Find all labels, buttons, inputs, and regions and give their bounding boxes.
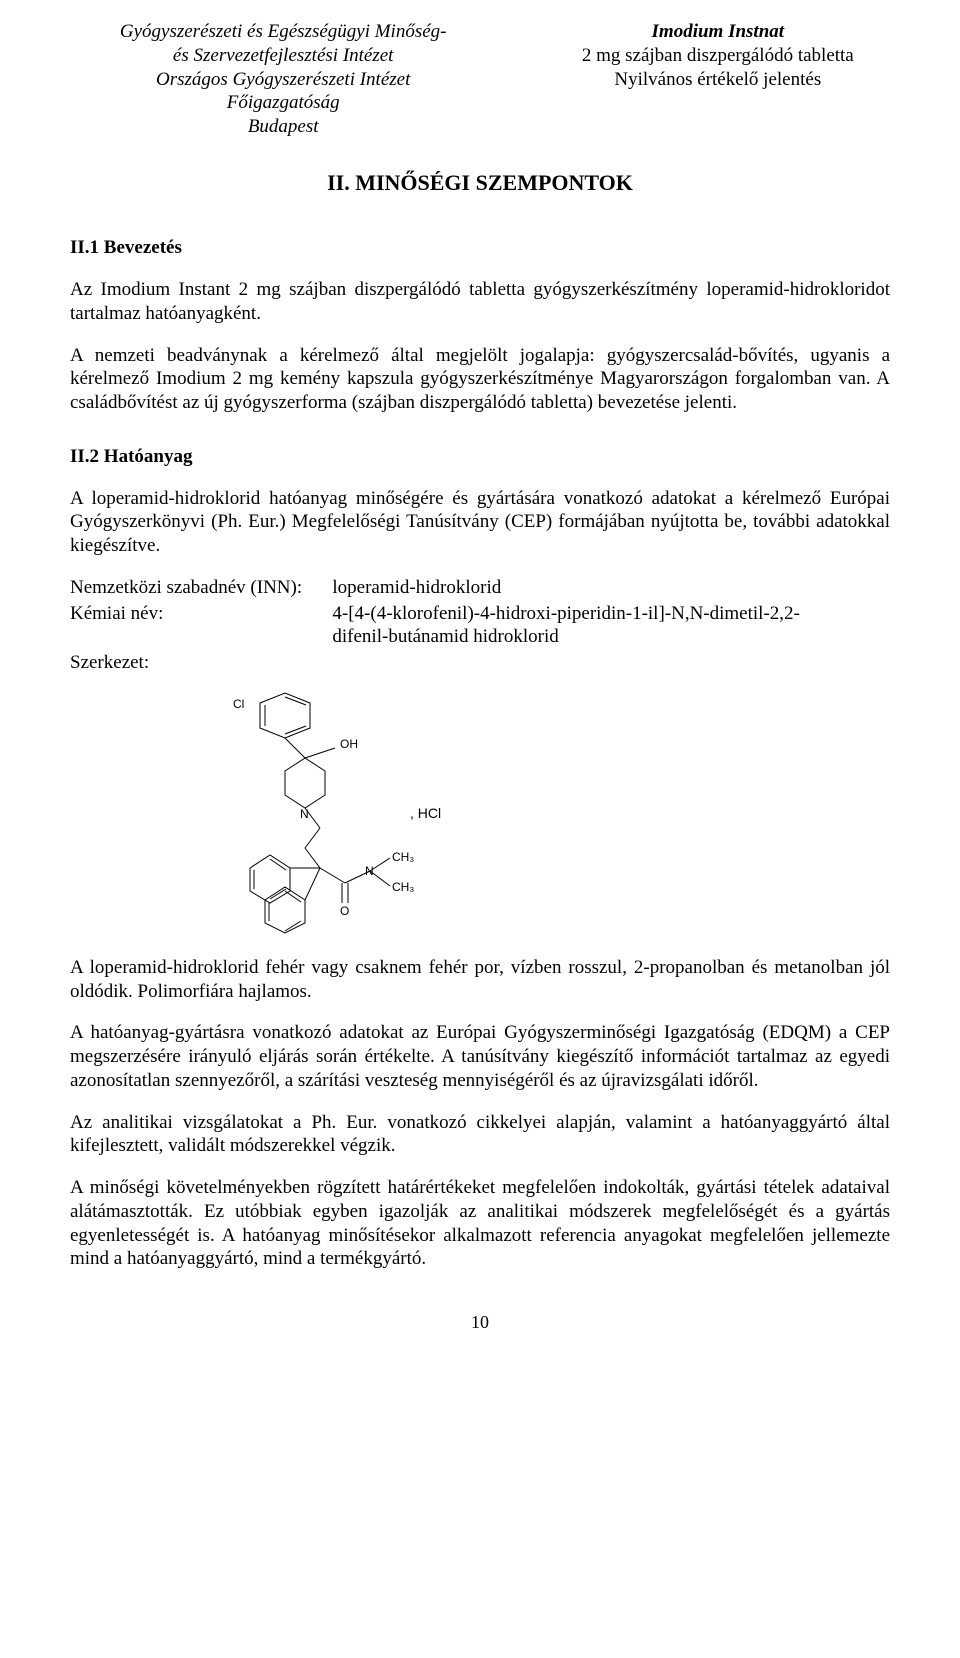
paragraph: A loperamid-hidroklorid hatóanyag minősé… — [70, 487, 890, 558]
label-oh: OH — [340, 737, 358, 751]
paragraph: Az analitikai vizsgálatokat a Ph. Eur. v… — [70, 1111, 890, 1159]
label-ch3a: CH₃ — [392, 850, 414, 864]
header-right-line: 2 mg szájban diszpergálódó tabletta — [546, 44, 890, 68]
header-right: Imodium Instnat 2 mg szájban diszpergáló… — [546, 20, 890, 139]
label-n1: N — [300, 807, 309, 821]
def-row-chem: Kémiai név: 4-[4-(4-klorofenil)-4-hidrox… — [70, 602, 890, 650]
header-right-title: Imodium Instnat — [546, 20, 890, 44]
def-label: Kémiai név: — [70, 602, 332, 650]
main-title: II. MINŐSÉGI SZEMPONTOK — [70, 169, 890, 197]
label-hcl: , HCl — [410, 805, 441, 821]
def-label: Szerkezet: — [70, 651, 332, 675]
def-row-inn: Nemzetközi szabadnév (INN): loperamid-hi… — [70, 576, 890, 600]
label-o: O — [340, 904, 349, 918]
header-left-line: Országos Gyógyszerészeti Intézet — [70, 68, 496, 92]
paragraph: A minőségi követelményekben rögzített ha… — [70, 1176, 890, 1271]
structure-svg: Cl OH N N CH₃ CH₃ O , HCl — [200, 683, 500, 938]
header-left-line: Budapest — [70, 115, 496, 139]
header-left: Gyógyszerészeti és Egészségügyi Minőség-… — [70, 20, 496, 139]
label-ch3b: CH₃ — [392, 880, 414, 894]
paragraph: A nemzeti beadványnak a kérelmező által … — [70, 344, 890, 415]
def-value — [332, 651, 890, 675]
def-value: 4-[4-(4-klorofenil)-4-hidroxi-piperidin-… — [332, 602, 890, 650]
chem-line: difenil-butánamid hidroklorid — [332, 626, 558, 647]
header-left-line: Gyógyszerészeti és Egészségügyi Minőség- — [70, 20, 496, 44]
header-right-line: Nyilvános értékelő jelentés — [546, 68, 890, 92]
def-label: Nemzetközi szabadnév (INN): — [70, 576, 332, 600]
paragraph: A loperamid-hidroklorid fehér vagy csakn… — [70, 956, 890, 1004]
paragraph: A hatóanyag-gyártásra vonatkozó adatokat… — [70, 1021, 890, 1092]
paragraph: Az Imodium Instant 2 mg szájban diszperg… — [70, 278, 890, 326]
definition-list: Nemzetközi szabadnév (INN): loperamid-hi… — [70, 576, 890, 675]
chem-line: 4-[4-(4-klorofenil)-4-hidroxi-piperidin-… — [332, 603, 799, 624]
chemical-structure-diagram: Cl OH N N CH₃ CH₃ O , HCl — [200, 683, 890, 938]
section-heading-hatoanyag: II.2 Hatóanyag — [70, 445, 890, 469]
header-left-line: és Szervezetfejlesztési Intézet — [70, 44, 496, 68]
def-value: loperamid-hidroklorid — [332, 576, 890, 600]
section-heading-bevezetes: II.1 Bevezetés — [70, 236, 890, 260]
label-cl: Cl — [233, 697, 244, 711]
page-number: 10 — [70, 1311, 890, 1334]
header-left-line: Főigazgatóság — [70, 91, 496, 115]
page-header: Gyógyszerészeti és Egészségügyi Minőség-… — [70, 20, 890, 139]
def-row-structure: Szerkezet: — [70, 651, 890, 675]
label-n2: N — [365, 864, 374, 878]
